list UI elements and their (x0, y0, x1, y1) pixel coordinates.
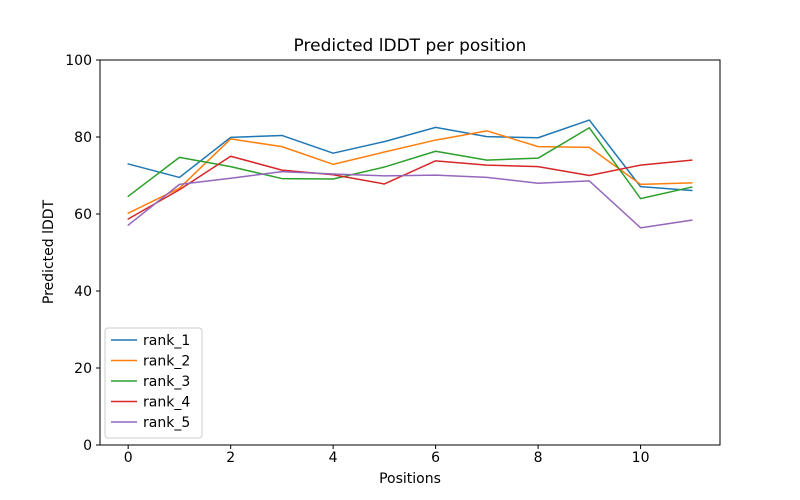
x-tick-label: 8 (534, 450, 543, 466)
legend-box (104, 327, 203, 439)
series-line-rank_5 (127, 170, 693, 229)
y-axis-label: Predicted lDDT (41, 199, 57, 304)
y-tick-label: 0 (83, 438, 92, 454)
series-line-rank_1 (127, 119, 693, 192)
y-tick-label: 60 (74, 207, 92, 223)
plot-frame (99, 59, 721, 446)
x-tick-label: 10 (632, 450, 650, 466)
y-axis-ticks: 0 20 40 60 80 100 (65, 53, 100, 454)
x-axis-ticks: 0 2 4 6 8 10 (124, 445, 650, 466)
x-tick-label: 0 (124, 450, 133, 466)
x-tick-label: 4 (329, 450, 338, 466)
chart-title: Predicted lDDT per position (294, 36, 527, 56)
y-tick-label: 80 (74, 130, 92, 146)
legend-label-rank_4: rank_4 (143, 395, 190, 411)
legend-label-rank_5: rank_5 (143, 415, 190, 431)
x-axis-label: Positions (379, 471, 441, 487)
y-tick-label: 20 (74, 361, 92, 377)
series-line-rank_4 (127, 155, 693, 220)
series-line-rank_2 (127, 130, 693, 214)
y-tick-label: 40 (74, 284, 92, 300)
legend-label-rank_3: rank_3 (143, 374, 190, 390)
series-lines (127, 119, 693, 229)
series-line-rank_3 (127, 127, 693, 200)
legend-label-rank_1: rank_1 (143, 333, 190, 349)
x-tick-label: 6 (431, 450, 440, 466)
x-tick-label: 2 (226, 450, 235, 466)
legend-label-rank_2: rank_2 (143, 354, 190, 370)
y-tick-label: 100 (65, 53, 92, 69)
legend: rank_1 rank_2 rank_3 rank_4 rank_5 (104, 327, 203, 439)
